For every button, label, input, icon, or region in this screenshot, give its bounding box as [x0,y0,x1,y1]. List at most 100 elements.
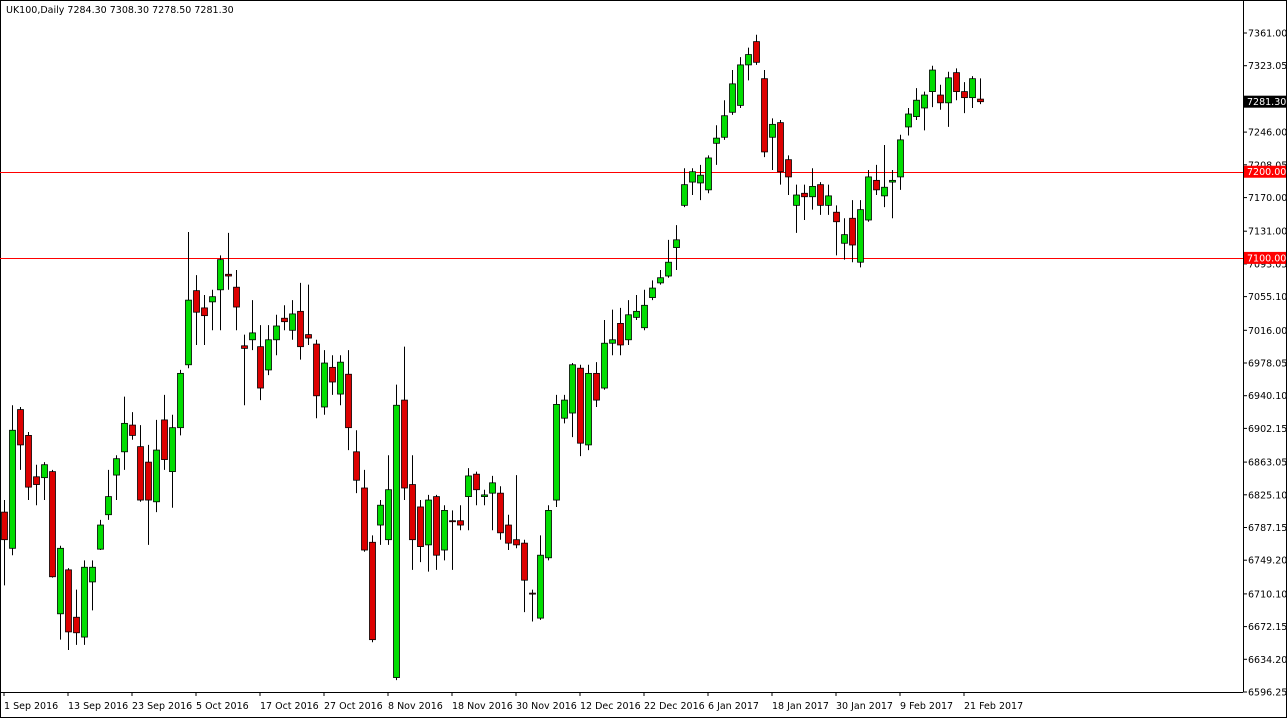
candle-body [793,194,800,206]
candle-body [497,492,504,534]
candle-body [105,496,112,516]
candle-body [41,464,48,479]
y-tick-label: 6825.10 [1248,490,1287,501]
x-tick-label: 9 Feb 2017 [900,701,953,712]
candle-body [9,429,16,549]
candle-body [737,64,744,106]
header-low: 7278.50 [152,5,191,16]
candle-body [921,94,928,109]
y-tick-label: 6978.05 [1248,358,1287,369]
x-tick-label: 30 Jan 2017 [836,701,893,712]
candle-body [889,179,896,183]
candle-body [417,506,424,547]
x-tick-label: 5 Oct 2016 [196,701,249,712]
candle-body [401,399,408,489]
candle-body [593,372,600,401]
candle-body [569,364,576,414]
candle-body [537,554,544,619]
x-tick-label: 1 Sep 2016 [4,701,58,712]
candle-body [681,184,688,206]
candle-body [1,511,8,541]
candle-body [753,41,760,63]
candle-body [449,520,456,523]
y-tick-label: 7093.05 [1248,259,1287,270]
candle-body [361,487,368,551]
candle-body [129,424,136,436]
y-tick-label: 6634.20 [1248,655,1287,666]
candle-body [777,122,784,173]
candle-body [49,471,56,578]
candle-body [441,509,448,551]
candle-body [617,323,624,346]
candle-body [313,343,320,397]
candle-body [729,83,736,113]
y-tick-label: 6940.10 [1248,391,1287,402]
candle-body [481,494,488,498]
candle-body [785,159,792,178]
y-tick-label: 6863.05 [1248,458,1287,469]
candle-body [625,314,632,341]
candle-body [721,115,728,138]
candle-body [929,69,936,93]
candle-body [937,94,944,104]
candle-body [873,179,880,191]
header-high: 7308.30 [110,5,149,16]
candle-body [433,496,440,556]
x-tick-label: 27 Oct 2016 [324,701,383,712]
x-tick-label: 8 Nov 2016 [388,701,443,712]
y-tick-label: 6710.10 [1248,589,1287,600]
candle-body [265,339,272,371]
x-tick-label: 6 Jan 2017 [708,701,759,712]
candle-body [169,427,176,473]
candle-body [761,78,768,153]
candle-body [769,123,776,138]
candle-body [25,435,32,488]
candle-body [857,209,864,263]
candle-body [233,286,240,308]
candle-body [945,77,952,104]
hline-price-box [1244,165,1286,178]
y-tick-label: 7131.00 [1248,227,1287,238]
candle-body [465,475,472,498]
candle-body [193,290,200,313]
candle-body [33,476,40,485]
candle-body [601,342,608,389]
x-tick-label: 30 Nov 2016 [516,701,577,712]
candle-body [273,325,280,341]
candle-body [745,54,752,66]
candle-body [633,310,640,318]
candle-body [89,566,96,583]
candle-body [65,569,72,633]
hline-price-label: 7200.00 [1247,167,1286,178]
symbol: UK100,Daily [6,5,65,16]
candle-body [905,113,912,128]
candle-body [897,139,904,178]
candle-body [689,171,696,183]
y-tick-label: 7055.10 [1248,292,1287,303]
candle-body [713,137,720,144]
candle-body [369,541,376,641]
candle-body [801,192,808,198]
candle-body [825,195,832,206]
candle-body [529,592,536,595]
candle-body [345,373,352,429]
candle-body [289,313,296,331]
candle-body [177,372,184,429]
x-tick-label: 23 Sep 2016 [132,701,192,712]
x-tick-label: 18 Nov 2016 [452,701,513,712]
candle-body [657,277,664,284]
candle-body [489,482,496,494]
candle-body [585,372,592,446]
candle-body [113,458,120,476]
candle-body [473,473,480,491]
candle-body [185,299,192,366]
header-close: 7281.30 [194,5,233,16]
candle-body [393,404,400,678]
candle-body [153,449,160,503]
candle-body [241,345,248,349]
candle-body [705,157,712,191]
last-price-box [1244,95,1286,108]
x-tick-label: 13 Sep 2016 [68,701,128,712]
chart-header: UK100,Daily 7284.30 7308.30 7278.50 7281… [6,5,234,16]
